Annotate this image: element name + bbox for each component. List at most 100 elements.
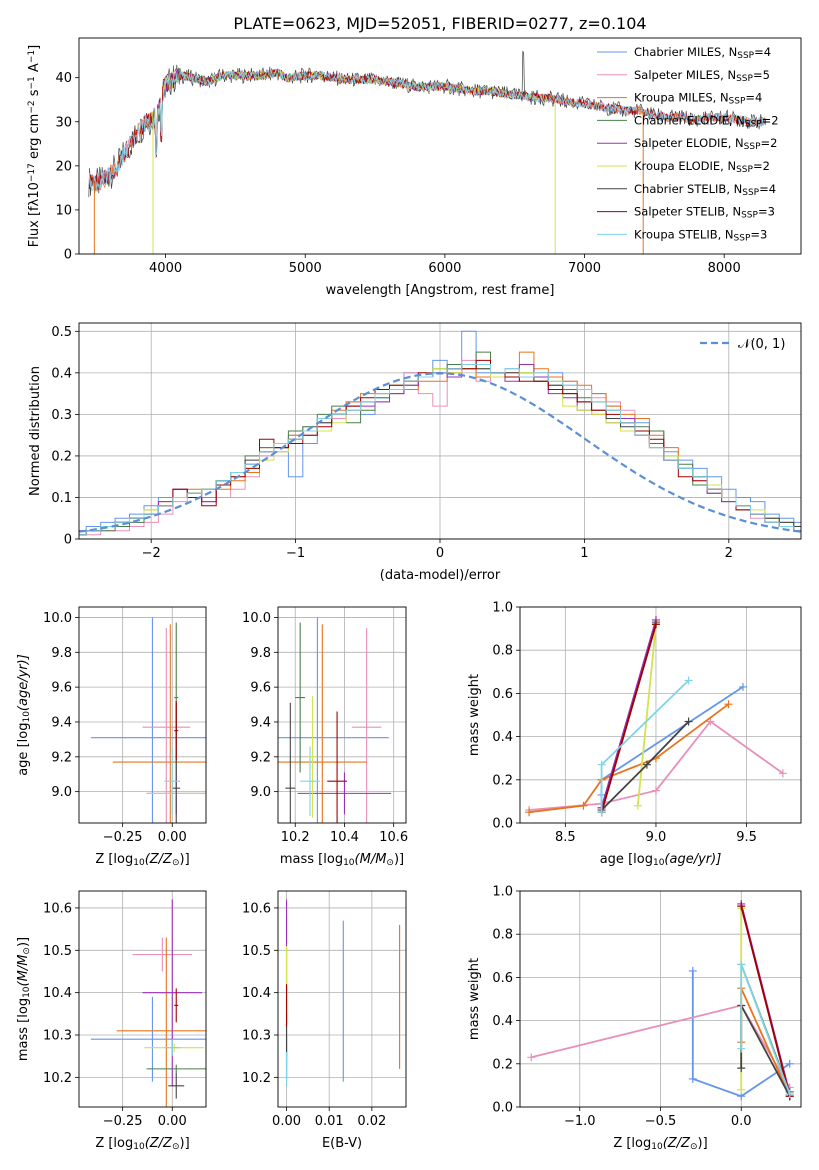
y-tick-label: 10 bbox=[55, 203, 72, 218]
weight-marker-kr_stelib bbox=[597, 808, 606, 817]
weight-marker-kr_stelib bbox=[785, 1090, 794, 1099]
weight-marker-ch_stelib bbox=[737, 1064, 746, 1073]
weight-marker-sa_miles bbox=[778, 769, 787, 778]
weight-line-kr_stelib bbox=[740, 964, 791, 1095]
age_vs_mass-panel: 10.2 10.4 10.6 9.0 9.2 9.4 9.6 9.8 10.0 mass [log… bbox=[242, 606, 408, 868]
y-tick-label: 20 bbox=[55, 159, 72, 174]
y-tick-label: 9.2 bbox=[51, 750, 72, 765]
legend-entry-normal: 𝒩(0, 1) bbox=[738, 337, 785, 352]
axes-frame bbox=[277, 606, 407, 824]
y-tick-label: 9.4 bbox=[51, 715, 72, 730]
legend-entry-kr_stelib: Kroupa STELIB, NSSP=3 bbox=[634, 227, 767, 243]
weight-line-ch_miles bbox=[691, 970, 791, 1098]
spectrum-panel: 4000 5000 6000 7000 8000 0 10 20 30 40 wavelength … bbox=[27, 37, 802, 298]
y-tick-label: 9.0 bbox=[51, 785, 72, 800]
x-axis-label: E(B-V) bbox=[322, 1136, 362, 1151]
weight-marker-ch_stelib bbox=[642, 760, 651, 769]
y-tick-label: 0.5 bbox=[51, 325, 72, 340]
axes-frame bbox=[78, 606, 207, 824]
y-tick-label: 0.0 bbox=[492, 1101, 513, 1116]
x-tick-label: 0.0 bbox=[731, 1114, 752, 1129]
normal-curve bbox=[79, 372, 801, 533]
x-tick-label: 0.00 bbox=[158, 1114, 187, 1129]
y-axis-label: Flux [fλ10−17 erg cm−2 s−1 A−1] bbox=[27, 45, 42, 247]
residuals-panel: −2 −1 0 1 2 0 0.1 0.2 0.3 0.4 0.5 𝒩(0, 1) (data-mode… bbox=[28, 322, 802, 583]
x-tick-label: 6000 bbox=[428, 261, 461, 276]
y-tick-label: 0.1 bbox=[51, 491, 72, 506]
weight-marker-ch_miles bbox=[738, 682, 747, 691]
legend-entry-ch_elodie: Chabrier ELODIE, NSSP=2 bbox=[634, 113, 779, 129]
y-axis-label: mass weight bbox=[467, 674, 482, 756]
y-tick-label: 0.8 bbox=[492, 644, 513, 659]
x-tick-label: 5000 bbox=[289, 261, 322, 276]
y-tick-label: 30 bbox=[55, 115, 72, 130]
legend-entry-ch_stelib: Chabrier STELIB, NSSP=4 bbox=[634, 182, 776, 198]
y-tick-label: 10.3 bbox=[43, 1029, 72, 1044]
x-tick-label: 10.4 bbox=[330, 830, 359, 845]
mass_vs_ebv-panel: 0.00 0.01 0.02 10.2 10.3 10.4 10.5 10.6 E(B-V) bbox=[242, 890, 407, 1151]
mass_vs_Z-panel: −0.25 0.00 10.2 10.3 10.4 10.5 10.6 Z [log10(Z/… bbox=[16, 890, 207, 1152]
y-axis-label: mass weight bbox=[467, 958, 482, 1040]
x-tick-label: 0.02 bbox=[357, 1114, 386, 1129]
legend-entry-ch_miles: Chabrier MILES, NSSP=4 bbox=[634, 45, 771, 61]
weight-line-ch_stelib bbox=[740, 1005, 791, 1097]
y-tick-label: 9.2 bbox=[250, 750, 271, 765]
x-tick-label: 10.6 bbox=[379, 830, 408, 845]
weight_vs_Z-panel: −1.0 −0.5 0.0 0.0 0.2 0.4 0.6 0.8 1.0 Z [log10(Z/… bbox=[467, 885, 802, 1152]
weight-marker-ch_miles bbox=[785, 1059, 794, 1068]
y-tick-label: 0.2 bbox=[492, 773, 513, 788]
x-tick-label: −2 bbox=[142, 546, 161, 561]
x-axis-label: Z [log10(Z/Z⊙)] bbox=[95, 852, 189, 868]
y-tick-label: 0.2 bbox=[492, 1057, 513, 1072]
legend-entry-sa_stelib: Salpeter STELIB, NSSP=3 bbox=[634, 205, 775, 221]
y-tick-label: 0.4 bbox=[51, 366, 72, 381]
weight-marker-sa_stelib bbox=[737, 902, 746, 911]
x-axis-label: wavelength [Angstrom, rest frame] bbox=[326, 283, 555, 298]
y-tick-label: 10.6 bbox=[43, 901, 72, 916]
weight-line-kr_elodie bbox=[636, 624, 657, 806]
y-tick-label: 10.0 bbox=[43, 611, 72, 626]
weight-lines bbox=[527, 899, 794, 1101]
weight-marker-sa_miles bbox=[527, 1053, 536, 1062]
y-tick-label: 0.8 bbox=[492, 928, 513, 943]
y-tick-label: 1.0 bbox=[492, 601, 513, 616]
legend-entry-sa_elodie: Salpeter ELODIE, NSSP=2 bbox=[634, 136, 777, 152]
x-tick-label: 1 bbox=[580, 546, 588, 561]
x-tick-label: 0.00 bbox=[158, 830, 187, 845]
x-axis-label: Z [log10(Z/Z⊙)] bbox=[95, 1136, 189, 1152]
weight-marker-sa_stelib bbox=[651, 620, 660, 629]
x-axis-label: mass [log10(M/M⊙)] bbox=[280, 852, 404, 868]
weight-marker-kr_stelib bbox=[737, 960, 746, 969]
x-tick-label: 8000 bbox=[708, 261, 741, 276]
y-tick-label: 0.0 bbox=[492, 817, 513, 832]
y-tick-label: 0.6 bbox=[492, 971, 513, 986]
weight-line-sa_stelib bbox=[600, 624, 657, 813]
y-tick-label: 0.4 bbox=[492, 1014, 513, 1029]
y-tick-label: 0 bbox=[64, 248, 72, 263]
x-tick-label: 8.5 bbox=[555, 830, 576, 845]
age_vs_Z-panel: −0.25 0.00 9.0 9.2 9.4 9.6 9.8 10.0 Z [log10(Z/Z… bbox=[16, 606, 207, 868]
y-tick-label: 0.3 bbox=[51, 408, 72, 423]
x-tick-label: −0.25 bbox=[103, 1114, 143, 1129]
x-tick-label: 9.0 bbox=[646, 830, 667, 845]
y-tick-label: 40 bbox=[55, 71, 72, 86]
x-tick-label: 0.00 bbox=[272, 1114, 301, 1129]
axes-frame bbox=[78, 37, 802, 255]
legend-entry-kr_elodie: Kroupa ELODIE, NSSP=2 bbox=[634, 159, 770, 175]
errorbars bbox=[285, 899, 401, 1086]
legend-entry-sa_miles: Salpeter MILES, NSSP=5 bbox=[634, 68, 770, 84]
x-tick-label: 4000 bbox=[149, 261, 182, 276]
weight-line-sa_stelib bbox=[740, 905, 791, 1097]
y-tick-label: 10.2 bbox=[242, 1071, 271, 1086]
weight-line-sa_elodie bbox=[600, 619, 657, 809]
histogram-kr_stelib bbox=[79, 364, 801, 536]
weight-line-ch_miles bbox=[600, 686, 744, 813]
y-tick-label: 10.4 bbox=[43, 986, 72, 1001]
x-tick-label: 9.5 bbox=[736, 830, 757, 845]
y-tick-label: 10.2 bbox=[43, 1071, 72, 1086]
y-tick-label: 0 bbox=[64, 533, 72, 548]
y-axis-label: Normed distribution bbox=[28, 366, 43, 496]
y-axis-label: age [log10(age/yr)] bbox=[16, 654, 32, 776]
weight-marker-kr_miles bbox=[525, 808, 534, 817]
spectrum-line-kr_stelib bbox=[88, 69, 766, 192]
